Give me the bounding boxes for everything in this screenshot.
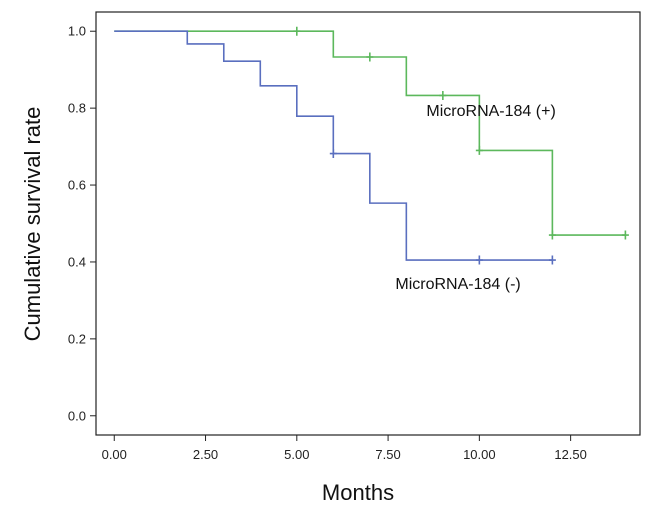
censor-mark [366, 52, 374, 62]
x-tick-label: 5.00 [284, 447, 309, 462]
censor-mark [329, 149, 337, 159]
censor-mark [293, 26, 301, 36]
survival-line [114, 30, 553, 261]
censor-mark [621, 230, 629, 240]
x-tick-label: 12.50 [554, 447, 587, 462]
y-axis-title: Cumulative survival rate [20, 107, 45, 342]
x-tick-label: 7.50 [375, 447, 400, 462]
series-label: MicroRNA-184 (+) [426, 103, 555, 120]
y-tick-label: 0.8 [68, 101, 86, 116]
x-tick-label: 2.50 [193, 447, 218, 462]
censor-mark [548, 230, 556, 240]
plot-frame [95, 11, 641, 436]
x-axis: 0.00 2.50 5.00 7.50 10.00 12.50 [102, 435, 587, 462]
x-axis-title: Months [322, 480, 394, 505]
censor-mark [475, 145, 483, 155]
censor-mark [439, 90, 447, 100]
y-tick-label: 0.0 [68, 408, 86, 423]
censor-mark [548, 255, 556, 265]
series-label: MicroRNA-184 (-) [395, 276, 520, 293]
y-tick-label: 0.6 [68, 178, 86, 193]
y-tick-label: 0.2 [68, 331, 86, 346]
series-1: MicroRNA-184 (-) [114, 30, 556, 293]
x-tick-label: 10.00 [463, 447, 496, 462]
y-tick-label: 1.0 [68, 24, 86, 39]
series-layer: MicroRNA-184 (+) MicroRNA-184 (-) [114, 26, 629, 293]
y-tick-label: 0.4 [68, 254, 86, 269]
y-axis: 0.0 0.2 0.4 0.6 0.8 1.0 [68, 24, 96, 423]
censor-mark [475, 255, 483, 265]
x-tick-label: 0.00 [102, 447, 127, 462]
series-0: MicroRNA-184 (+) [114, 26, 629, 240]
survival-line [114, 30, 626, 236]
